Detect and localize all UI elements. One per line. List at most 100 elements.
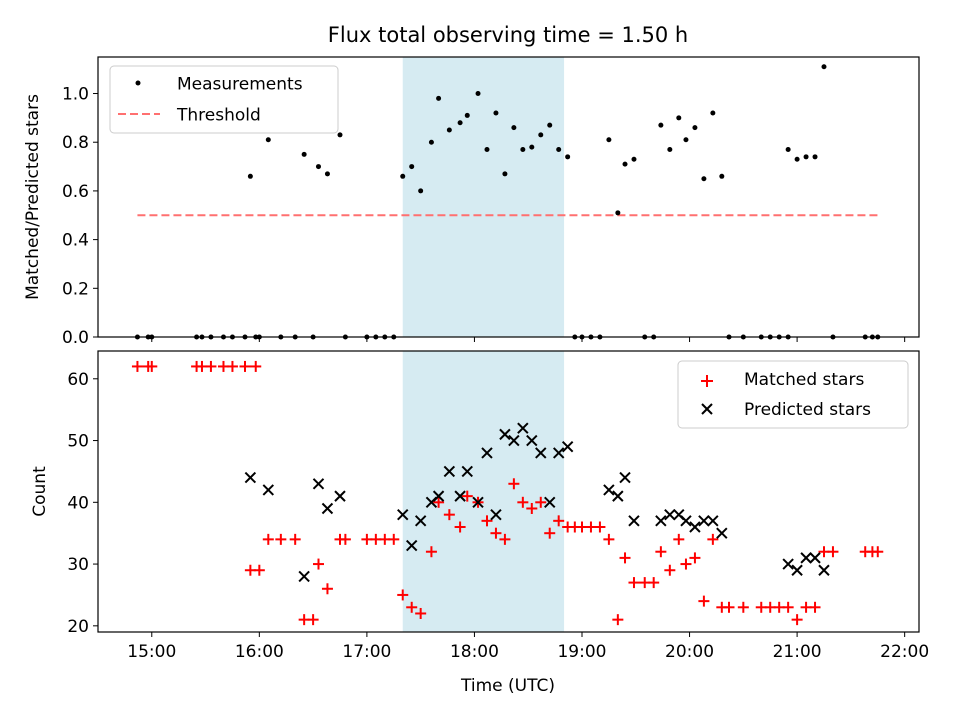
predicted-star-point — [791, 564, 803, 576]
top-y-axis-label: Matched/Predicted stars — [23, 94, 43, 300]
top-y-tick-label: 0.8 — [62, 133, 89, 153]
predicted-star-point — [499, 428, 511, 441]
bottom-y-tick-label: 20 — [67, 617, 89, 637]
predicted-star-point — [405, 539, 418, 552]
measurement-point — [821, 64, 827, 70]
predicted-star-stroke-b — [698, 515, 710, 527]
predicted-star-stroke-b — [397, 508, 409, 521]
bottom-legend-box — [677, 360, 909, 429]
predicted-star-point — [619, 471, 631, 484]
bottom-y-tick-label: 60 — [67, 370, 89, 390]
predicted-star-stroke-b — [628, 515, 640, 527]
matched-star-point — [339, 533, 351, 545]
measurement-point — [315, 164, 321, 170]
predicted-star-point — [244, 471, 257, 484]
measurement-point — [692, 125, 698, 131]
matched-star-point — [307, 614, 319, 626]
measurement-point — [556, 147, 562, 153]
matched-star-point — [791, 614, 803, 626]
top-y-tick-label: 0.2 — [62, 279, 89, 299]
bottom-x-axis-label: Time (UTC) — [460, 676, 555, 696]
predicted-star-stroke-b — [544, 496, 556, 509]
matched-star-point — [226, 360, 238, 372]
predicted-star-point — [443, 465, 456, 478]
predicted-star-point — [454, 490, 466, 502]
matched-star-point — [872, 546, 884, 558]
measurement-point — [683, 137, 689, 143]
bottom-panel: 20 30 40 50 60 15:00 16:00 17:00 18:00 19:00 20:0… — [30, 350, 929, 696]
measurement-point — [701, 176, 707, 182]
predicted-star-point — [321, 502, 334, 515]
predicted-star-stroke-b — [552, 447, 565, 459]
matched-star-point — [205, 360, 217, 372]
predicted-star-point — [508, 434, 520, 447]
predicted-star-point — [782, 558, 794, 570]
predicted-star-stroke-b — [782, 558, 794, 570]
predicted-star-point — [526, 434, 538, 447]
matched-star-point — [680, 558, 692, 570]
predicted-star-point — [397, 508, 409, 521]
bottom-plot-frame — [97, 350, 920, 633]
predicted-star-stroke-b — [680, 515, 692, 527]
measurement-point — [493, 110, 499, 116]
measurement-point — [418, 188, 424, 194]
measurement-point — [265, 137, 271, 143]
measurement-point — [409, 164, 415, 170]
matched-star-point — [321, 583, 333, 595]
measurement-point — [400, 173, 406, 179]
matched-stars-points — [131, 360, 884, 626]
measurement-point — [547, 122, 553, 128]
bottom-y-tick-label: 40 — [67, 493, 89, 513]
predicted-star-point — [664, 508, 676, 521]
matched-star-point — [655, 546, 667, 558]
top-y-tick-label: 1.0 — [62, 85, 89, 105]
matched-star-point — [737, 601, 749, 613]
predicted-star-stroke-b — [405, 539, 418, 552]
predicted-star-point — [312, 478, 325, 490]
matched-star-point — [619, 552, 631, 564]
measurement-point — [710, 110, 716, 116]
measurement-point — [529, 144, 535, 150]
top-y-tick-label: 0.4 — [62, 231, 89, 251]
matched-star-point — [707, 533, 719, 545]
predicted-star-stroke-b — [673, 508, 685, 521]
predicted-star-stroke-b — [791, 564, 803, 576]
predicted-star-stroke-b — [321, 502, 334, 515]
predicted-star-stroke-b — [664, 508, 676, 521]
measurement-point — [337, 132, 343, 138]
matched-star-point — [443, 509, 455, 521]
predicted-star-point — [716, 527, 728, 539]
bottom-x-tick-label: 18:00 — [450, 642, 499, 662]
bottom-x-tick-label: 15:00 — [127, 642, 176, 662]
matched-star-point — [535, 496, 547, 508]
predicted-star-stroke-b — [262, 484, 275, 496]
measurement-point — [428, 139, 434, 145]
matched-star-point — [262, 533, 274, 545]
predicted-star-point — [535, 447, 547, 459]
bottom-x-tick-label: 21:00 — [773, 642, 822, 662]
matched-star-point — [698, 595, 710, 607]
predicted-star-point — [655, 515, 667, 527]
matched-star-point — [603, 533, 615, 545]
matched-star-point — [425, 546, 437, 558]
matched-star-point — [689, 552, 701, 564]
measurement-point — [615, 210, 621, 216]
predicted-star-stroke-b — [655, 515, 667, 527]
predicted-star-stroke-b — [619, 471, 631, 484]
matched-star-point — [526, 502, 538, 514]
matched-star-point — [517, 496, 529, 508]
predicted-star-point — [472, 496, 484, 509]
bottom-x-tick-label: 20:00 — [665, 642, 714, 662]
predicted-star-point — [544, 496, 556, 509]
predicted-star-point — [698, 515, 710, 527]
predicted-star-point — [432, 490, 445, 502]
predicted-star-point — [707, 515, 719, 527]
predicted-star-stroke-b — [490, 508, 502, 521]
predicted-star-point — [689, 521, 701, 533]
measurement-point — [436, 95, 442, 101]
predicted-star-point — [490, 508, 502, 521]
matched-star-point — [253, 564, 265, 576]
measurement-point — [301, 151, 307, 157]
matched-star-point — [433, 496, 445, 508]
top-y-ticks: 0.0 0.2 0.4 0.6 0.8 1.0 — [62, 85, 98, 348]
